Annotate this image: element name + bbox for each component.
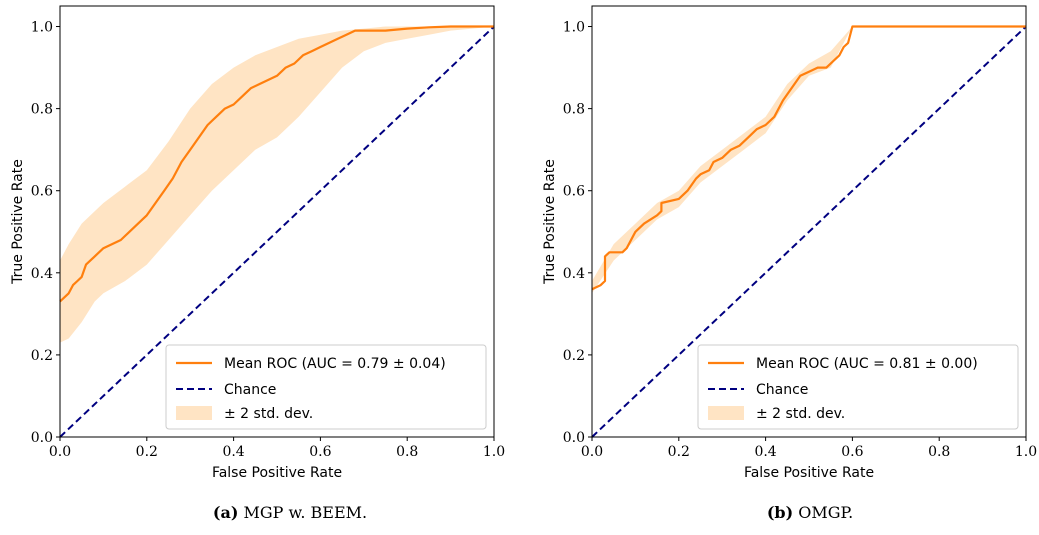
legend-b: Mean ROC (AUC = 0.81 ± 0.00) Chance ± 2 st… (697, 344, 1019, 430)
legend-band-label-b: ± 2 std. dev. (756, 406, 845, 422)
caption-b-text: OMGP. (798, 503, 854, 522)
caption-a: (a) MGP w. BEEM. (213, 503, 367, 522)
y-tick-label-b-5: 1.0 (563, 20, 585, 36)
axes-frame-a (59, 5, 495, 438)
y-axis-label-a: True Positive Rate (10, 159, 26, 285)
caption-a-label: (a) (212, 503, 239, 522)
y-tick-label-b-0: 0.0 (563, 430, 585, 446)
std-band-b (592, 26, 1026, 294)
y-axis-label-b: True Positive Rate (542, 159, 558, 285)
legend-band-label-a: ± 2 std. dev. (224, 406, 313, 422)
mean-roc-line-a (59, 25, 494, 303)
chance-line-b (591, 25, 1027, 438)
panel-a: 0.0 0.2 0.4 0.6 0.8 1.0 0.0 0.2 0.4 0.6 0.8 1.0 Fals… (10, 5, 505, 481)
y-tick-label-a-3: 0.6 (31, 184, 53, 200)
legend-box-b (697, 344, 1019, 430)
axes-frame-b (591, 5, 1027, 438)
caption-b: (b) OMGP. (767, 503, 853, 522)
x-tick-label-b-2: 0.4 (754, 444, 776, 460)
y-tick-label-a-2: 0.4 (31, 266, 53, 282)
y-tick-label-b-3: 0.6 (563, 184, 585, 200)
x-tick-label-a-0: 0.0 (49, 444, 71, 460)
legend-chance-label-b: Chance (756, 382, 808, 398)
x-tick-label-b-5: 1.0 (1015, 444, 1037, 460)
mean-roc-line-b (591, 25, 1026, 291)
x-tick-label-a-2: 0.4 (222, 444, 244, 460)
x-tick-label-a-5: 1.0 (483, 444, 505, 460)
caption-a-text: MGP w. BEEM. (243, 503, 368, 522)
y-tick-label-a-4: 0.8 (31, 102, 53, 118)
x-tick-label-a-4: 0.8 (396, 444, 418, 460)
panel-b: 0.0 0.2 0.4 0.6 0.8 1.0 0.0 0.2 0.4 0.6 0.8 1.0 Fals… (542, 5, 1037, 481)
y-tick-label-b-2: 0.4 (563, 266, 585, 282)
x-tick-label-b-3: 0.6 (841, 444, 863, 460)
x-axis-label-a: False Positive Rate (212, 465, 342, 481)
chance-line-a (59, 25, 495, 438)
x-tick-label-b-4: 0.8 (928, 444, 950, 460)
y-tick-label-a-5: 1.0 (31, 20, 53, 36)
legend-box-a (165, 344, 487, 430)
legend-mean-label-b: Mean ROC (AUC = 0.81 ± 0.00) (756, 356, 978, 372)
legend-a: Mean ROC (AUC = 0.79 ± 0.04) Chance ± 2 st… (165, 344, 487, 430)
caption-b-label: (b) (766, 503, 794, 522)
x-axis-label-b: False Positive Rate (744, 465, 874, 481)
legend-band-swatch-a (176, 406, 212, 420)
y-tick-label-b-4: 0.8 (563, 102, 585, 118)
x-tick-label-a-3: 0.6 (309, 444, 331, 460)
legend-chance-label-a: Chance (224, 382, 276, 398)
legend-band-swatch-b (708, 406, 744, 420)
std-band-a (60, 26, 494, 343)
x-tick-label-b-0: 0.0 (581, 444, 603, 460)
x-tick-label-b-1: 0.2 (668, 444, 690, 460)
y-tick-label-a-0: 0.0 (31, 430, 53, 446)
y-tick-label-b-1: 0.2 (563, 348, 585, 364)
legend-mean-label-a: Mean ROC (AUC = 0.79 ± 0.04) (224, 356, 446, 372)
y-tick-label-a-1: 0.2 (31, 348, 53, 364)
x-tick-label-a-1: 0.2 (136, 444, 158, 460)
